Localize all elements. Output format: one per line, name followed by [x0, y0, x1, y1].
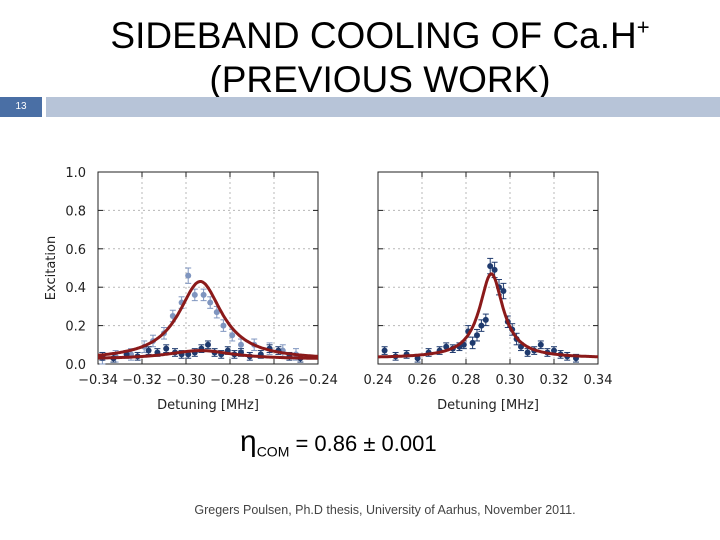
x-tick-label: −0.32: [122, 373, 162, 388]
x-tick-label: 0.24: [364, 373, 393, 388]
cooling-efficiency-formula: ηCOM = 0.86 ± 0.001: [240, 425, 437, 459]
data-point: [145, 347, 152, 354]
data-point: [200, 291, 207, 298]
x-tick-label: −0.28: [210, 373, 250, 388]
data-point: [500, 288, 507, 295]
fit-curve: [378, 272, 598, 359]
x-tick-label: 0.26: [408, 373, 437, 388]
slide-title: SIDEBAND COOLING OF Ca.H+ (PREVIOUS WORK…: [60, 14, 700, 102]
data-point: [524, 349, 531, 356]
data-point: [163, 345, 170, 352]
data-point: [238, 341, 244, 348]
slide-number: 13: [0, 97, 42, 117]
plot-frame: [377, 171, 599, 365]
chart-canvas: −0.34 −0.32 −0.30 −0.28 −0.26 −0.24 0.0 0.2 0.4 0…: [44, 166, 613, 413]
data-point: [229, 332, 236, 339]
title-line-2: (PREVIOUS WORK): [209, 59, 551, 100]
data-point: [191, 291, 198, 298]
x-tick-label: −0.24: [298, 373, 338, 388]
data-point: [474, 332, 480, 339]
eta-subscript: COM: [256, 443, 290, 460]
eta-symbol: η: [240, 425, 257, 458]
fit-curve: [97, 349, 318, 360]
y-tick-label: 0.2: [65, 320, 86, 335]
y-tick-label: 0.0: [65, 358, 86, 373]
data-point: [551, 347, 557, 354]
x-tick-label: 0.28: [452, 373, 481, 388]
x-axis-label: Detuning [MHz]: [157, 398, 259, 413]
data-point: [478, 322, 485, 329]
data-point: [213, 309, 220, 316]
chart-panel-2: 0.24 0.26 0.28 0.30 0.32 0.34 Detuning [MHz]: [364, 171, 613, 413]
x-axis-label: Detuning [MHz]: [437, 398, 539, 413]
x-tick-label: −0.34: [78, 373, 118, 388]
data-point: [207, 299, 214, 306]
y-tick-label: 1.0: [65, 166, 86, 181]
data-point: [537, 341, 544, 348]
title-superscript: +: [636, 14, 650, 40]
chart-panel-1: −0.34 −0.32 −0.30 −0.28 −0.26 −0.24 0.0 0.2 0.4 0…: [44, 166, 338, 413]
x-tick-label: −0.30: [166, 373, 206, 388]
title-line-1: SIDEBAND COOLING OF Ca.H+: [110, 14, 650, 56]
data-point: [491, 266, 498, 273]
y-axis-label: Excitation: [44, 236, 59, 300]
formula-value: = 0.86 ± 0.001: [289, 431, 437, 456]
title-accent-bar: [46, 97, 720, 117]
data-point: [205, 341, 211, 348]
data-point: [220, 322, 227, 329]
data-point: [381, 347, 388, 354]
x-tick-label: 0.32: [540, 373, 569, 388]
fit-curve: [97, 280, 319, 358]
data-point: [487, 263, 494, 270]
x-tick-label: 0.30: [496, 373, 525, 388]
y-tick-label: 0.4: [65, 281, 86, 296]
data-point: [443, 343, 450, 350]
plot-frame: [97, 171, 319, 365]
y-tick-label: 0.6: [65, 243, 86, 258]
x-tick-label: 0.34: [584, 373, 613, 388]
data-point: [185, 272, 192, 279]
data-point: [482, 316, 489, 323]
citation: Gregers Poulsen, Ph.D thesis, University…: [194, 503, 576, 517]
x-tick-label: −0.26: [254, 373, 294, 388]
y-tick-label: 0.8: [65, 204, 86, 219]
